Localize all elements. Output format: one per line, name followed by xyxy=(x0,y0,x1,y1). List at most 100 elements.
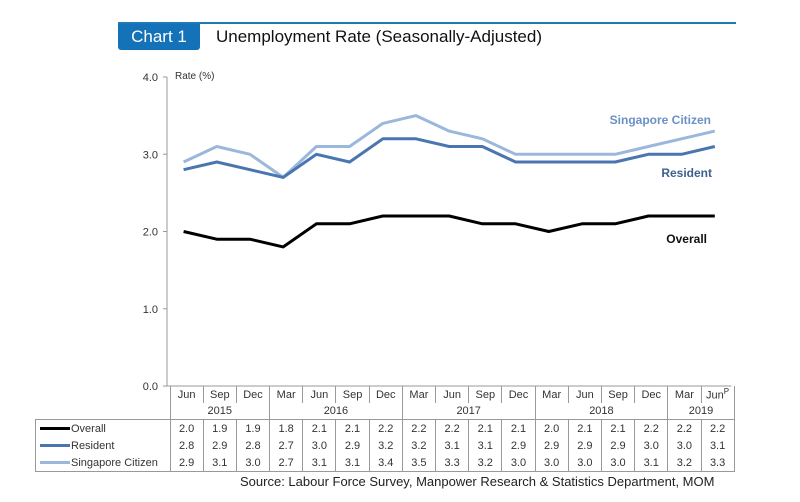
year-label: 2015 xyxy=(169,403,271,420)
legend-label: Singapore Citizen xyxy=(71,456,158,469)
table-row: Singapore Citizen 2.9 3.1 3.0 2.7 3.1 3.1 3.4 3.… xyxy=(35,454,735,472)
series-line-resident xyxy=(183,137,716,179)
year-label: 2016 xyxy=(269,403,403,420)
x-tick-label: Sep xyxy=(202,386,237,403)
x-tick-label: Sep xyxy=(335,386,370,403)
x-tick-label: JunP xyxy=(700,386,735,403)
year-label: 2018 xyxy=(534,403,669,420)
data-value: 2.9 xyxy=(600,437,635,454)
data-value: 3.1 xyxy=(468,437,502,454)
data-value: 3.4 xyxy=(368,454,403,472)
data-value: 3.1 xyxy=(335,454,370,472)
data-value: 2.0 xyxy=(534,419,569,437)
y-tick-label: 4.0 xyxy=(143,72,158,84)
data-value: 2.2 xyxy=(401,419,436,437)
y-tick-label: 1.0 xyxy=(143,304,158,316)
data-value: 3.2 xyxy=(468,454,502,472)
data-value: 2.8 xyxy=(235,437,270,454)
data-value: 2.1 xyxy=(468,419,502,437)
data-value: 3.0 xyxy=(501,454,536,472)
chart-number-badge: Chart 1 xyxy=(118,24,200,50)
series-line-singapore-citizen xyxy=(182,114,716,179)
x-tick-label: Jun xyxy=(567,386,602,403)
title-rule xyxy=(118,22,736,24)
data-value: 2.2 xyxy=(434,419,469,437)
series-label-overall: Overall xyxy=(666,232,707,246)
data-value: 3.5 xyxy=(401,454,436,472)
data-value: 1.9 xyxy=(235,419,270,437)
data-value: 3.0 xyxy=(235,454,270,472)
series-label-resident: Resident xyxy=(661,166,712,180)
table-row: Overall 2.0 1.9 1.9 1.8 2.1 2.1 2.2 2.2 2.2 2.1 2.1… xyxy=(35,419,735,437)
x-tick-label: Jun xyxy=(169,386,204,403)
legend-entry: Resident xyxy=(35,437,170,454)
y-tick-label: 2.0 xyxy=(143,227,158,239)
x-tick-label: Sep xyxy=(600,386,635,403)
legend-entry: Singapore Citizen xyxy=(35,454,170,472)
x-tick-label: Dec xyxy=(235,386,270,403)
data-value: 3.1 xyxy=(434,437,469,454)
data-value: 2.9 xyxy=(202,437,237,454)
data-value: 3.2 xyxy=(667,454,701,472)
data-value: 2.2 xyxy=(700,419,735,437)
data-value: 2.7 xyxy=(269,437,303,454)
table-row: Resident 2.8 2.9 2.8 2.7 3.0 2.9 3.2 3.2 3.1 3.1 2.… xyxy=(35,437,735,454)
x-tick-label: Mar xyxy=(534,386,569,403)
legend-swatch xyxy=(40,444,70,448)
data-value: 2.1 xyxy=(567,419,602,437)
y-tick-label: 3.0 xyxy=(143,149,158,161)
preliminary-note: P xyxy=(723,387,730,397)
data-value: 1.8 xyxy=(269,419,303,437)
data-value: 3.2 xyxy=(368,437,403,454)
data-value: 2.1 xyxy=(335,419,370,437)
data-value: 3.2 xyxy=(401,437,436,454)
year-label: 2019 xyxy=(667,403,735,420)
x-tick-label: Jun xyxy=(434,386,469,403)
data-value: 2.0 xyxy=(169,419,204,437)
data-value: 2.9 xyxy=(534,437,569,454)
data-value: 2.1 xyxy=(600,419,635,437)
data-value: 3.3 xyxy=(434,454,469,472)
x-tick-label: Jun xyxy=(302,386,336,403)
data-value: 3.0 xyxy=(534,454,569,472)
data-value: 2.2 xyxy=(368,419,403,437)
data-value: 2.1 xyxy=(501,419,536,437)
chart-title: Unemployment Rate (Seasonally-Adjusted) xyxy=(216,27,542,46)
data-value: 2.9 xyxy=(501,437,536,454)
table-corner xyxy=(36,386,171,420)
data-value: 3.3 xyxy=(700,454,735,472)
data-value: 3.1 xyxy=(700,437,735,454)
data-value: 2.9 xyxy=(567,437,602,454)
year-label: 2017 xyxy=(401,403,536,420)
legend-label: Overall xyxy=(71,422,106,435)
data-value: 3.1 xyxy=(202,454,237,472)
data-value: 3.1 xyxy=(634,454,668,472)
legend-entry: Overall xyxy=(35,419,170,437)
data-value: 3.0 xyxy=(302,437,336,454)
data-table: Jun Sep Dec Mar Jun Sep Dec Mar Jun Sep Dec Mar Jun S… xyxy=(35,386,735,472)
data-value: 2.2 xyxy=(634,419,668,437)
x-tick-label: Dec xyxy=(368,386,403,403)
source-note: Source: Labour Force Survey, Manpower Re… xyxy=(240,474,715,489)
data-value: 2.7 xyxy=(269,454,303,472)
x-tick-label: Sep xyxy=(468,386,502,403)
data-value: 3.0 xyxy=(634,437,668,454)
data-value: 3.1 xyxy=(302,454,336,472)
legend-label: Resident xyxy=(71,439,115,452)
data-value: 2.1 xyxy=(302,419,336,437)
x-tick-label: Mar xyxy=(269,386,303,403)
data-value: 2.8 xyxy=(169,437,204,454)
series-line-overall xyxy=(183,214,715,249)
series-label-singapore-citizen: Singapore Citizen xyxy=(610,113,711,127)
data-value: 1.9 xyxy=(202,419,237,437)
legend-swatch xyxy=(40,427,70,431)
legend-swatch xyxy=(40,461,70,465)
data-value: 3.0 xyxy=(567,454,602,472)
data-value: 2.2 xyxy=(667,419,701,437)
data-value: 2.9 xyxy=(335,437,370,454)
data-value: 3.0 xyxy=(600,454,635,472)
x-tick-label: Dec xyxy=(634,386,668,403)
x-tick-label: Mar xyxy=(401,386,436,403)
x-tick-label: Mar xyxy=(667,386,701,403)
